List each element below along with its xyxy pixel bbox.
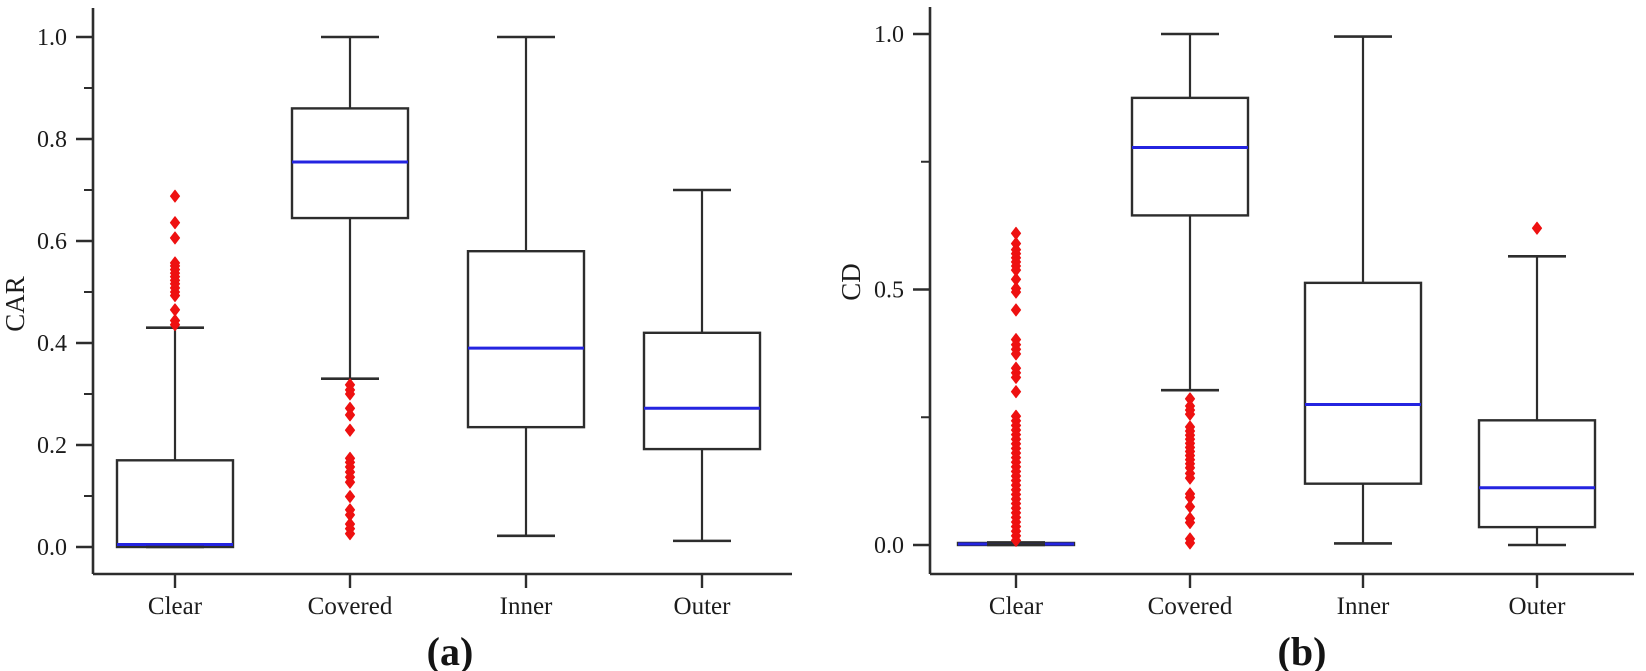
outlier-point — [1010, 285, 1022, 299]
box-covered — [1130, 32, 1250, 550]
box-inner — [1303, 35, 1423, 545]
outlier-point — [344, 387, 356, 401]
box-clear — [956, 226, 1076, 547]
box-outer — [642, 188, 762, 543]
iqr-box — [642, 331, 762, 451]
outlier-point — [1010, 533, 1022, 547]
outlier-point — [1184, 471, 1196, 485]
outlier-point — [1010, 303, 1022, 317]
outlier-point — [1010, 370, 1022, 384]
outlier-point — [344, 527, 356, 541]
y-tick-label: 0.0 — [37, 535, 67, 561]
outlier-point — [1010, 385, 1022, 399]
panel-a-caption: (a) — [426, 629, 474, 671]
iqr-box — [466, 249, 586, 429]
x-category-label: Inner — [500, 593, 553, 620]
box-covered — [290, 35, 410, 541]
outlier-point — [169, 289, 181, 303]
panel-b-caption: (b) — [1277, 629, 1327, 671]
x-category-label: Outer — [1509, 593, 1567, 620]
outlier-point — [1531, 221, 1543, 235]
x-category-label: Clear — [148, 593, 203, 620]
box-outer — [1477, 221, 1597, 547]
iqr-box — [1477, 419, 1597, 529]
panel-a: 0.0 0.2 0.4 0.6 0.8 1.0 CAR Clear Covered Inner Ou… — [0, 8, 792, 620]
x-category-label: Outer — [674, 593, 732, 620]
iqr-box — [1130, 96, 1250, 217]
y-tick-label: 0.4 — [37, 331, 67, 357]
outlier-point — [1184, 516, 1196, 530]
outlier-point — [169, 216, 181, 230]
y-tick-label: 0.8 — [37, 127, 67, 153]
box-inner — [466, 35, 586, 538]
outlier-point — [169, 189, 181, 203]
y-tick-label: 0.2 — [37, 433, 67, 459]
y-tick-label: 0.0 — [874, 533, 904, 559]
y-tick-label: 0.5 — [874, 278, 904, 304]
outlier-point — [169, 303, 181, 317]
x-category-label: Clear — [989, 593, 1044, 620]
iqr-box — [115, 459, 235, 549]
y-axis-title: CAR — [0, 276, 30, 332]
outlier-point — [344, 490, 356, 504]
box-clear — [115, 189, 235, 549]
outlier-point — [1184, 407, 1196, 421]
y-axis-title: CD — [836, 263, 866, 301]
outlier-point — [344, 475, 356, 489]
outlier-point — [1184, 536, 1196, 550]
outlier-point — [169, 318, 181, 332]
iqr-box — [1303, 281, 1423, 485]
x-category-label: Covered — [308, 593, 393, 620]
outlier-point — [169, 231, 181, 245]
outlier-point — [344, 423, 356, 437]
y-tick-label: 1.0 — [37, 25, 67, 51]
y-tick-label: 0.6 — [37, 229, 67, 255]
outlier-point — [1010, 347, 1022, 361]
outlier-point — [344, 408, 356, 422]
x-category-label: Inner — [1337, 593, 1390, 620]
panel-b: 0.0 0.5 1.0 CD Clear Covered Inner Outer — [836, 7, 1634, 620]
y-tick-label: 1.0 — [874, 22, 904, 48]
outlier-point — [1184, 500, 1196, 514]
x-category-label: Covered — [1148, 593, 1233, 620]
